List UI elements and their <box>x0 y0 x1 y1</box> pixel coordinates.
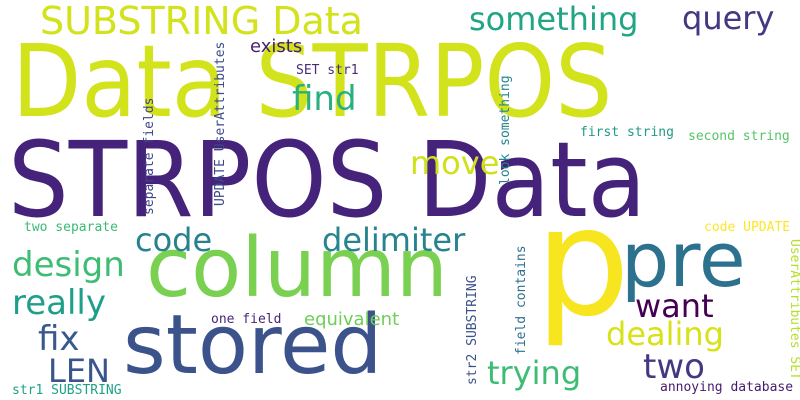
word-really: really <box>12 283 106 323</box>
word-move: move <box>410 144 500 182</box>
word-dealing: dealing <box>606 315 724 353</box>
word-set-str1: SET str1 <box>296 63 359 78</box>
word-something: something <box>469 0 639 38</box>
word-query: query <box>682 0 775 37</box>
word-want: want <box>635 287 714 325</box>
word-str2-substring: str2 SUBSTRING <box>465 275 480 385</box>
word-trying: trying <box>487 354 582 392</box>
word-len: LEN <box>48 352 110 390</box>
word-delimiter: delimiter <box>322 221 466 259</box>
word-two: two <box>643 347 705 387</box>
word-field-contains: field contains <box>514 245 529 355</box>
word-separate-fields: separate fields <box>142 97 157 215</box>
word-design: design <box>12 245 125 285</box>
word-code-update: code UPDATE <box>704 220 791 235</box>
word-stored: stored <box>123 298 383 393</box>
word-exists: exists <box>250 36 303 57</box>
word-column: column <box>146 221 448 316</box>
word-data-strpos: Data STRPOS <box>12 23 613 140</box>
word-update-userattributes: UPDATE UserAttributes <box>213 41 228 206</box>
word-p: p <box>535 176 631 350</box>
word-two-separate: two separate <box>24 220 118 235</box>
word-one-field: one field <box>211 312 282 327</box>
word-pre: pre <box>621 215 746 304</box>
word-code: code <box>135 221 213 259</box>
word-strpos-data: STRPOS Data <box>8 119 647 241</box>
word-userattributes-set: UserAttributes SET <box>787 239 800 380</box>
word-second-string: second string <box>688 129 790 144</box>
word-look-something: look something <box>498 75 513 185</box>
word-equivalent: equivalent <box>304 309 400 330</box>
word-find: find <box>292 79 357 119</box>
word-fix: fix <box>38 319 80 359</box>
word-str1-substring: str1 SUBSTRING <box>12 383 122 398</box>
word-first-string: first string <box>580 125 674 140</box>
word-substring-data: SUBSTRING Data <box>40 0 363 43</box>
word-annoying-database: annoying database <box>660 380 794 395</box>
